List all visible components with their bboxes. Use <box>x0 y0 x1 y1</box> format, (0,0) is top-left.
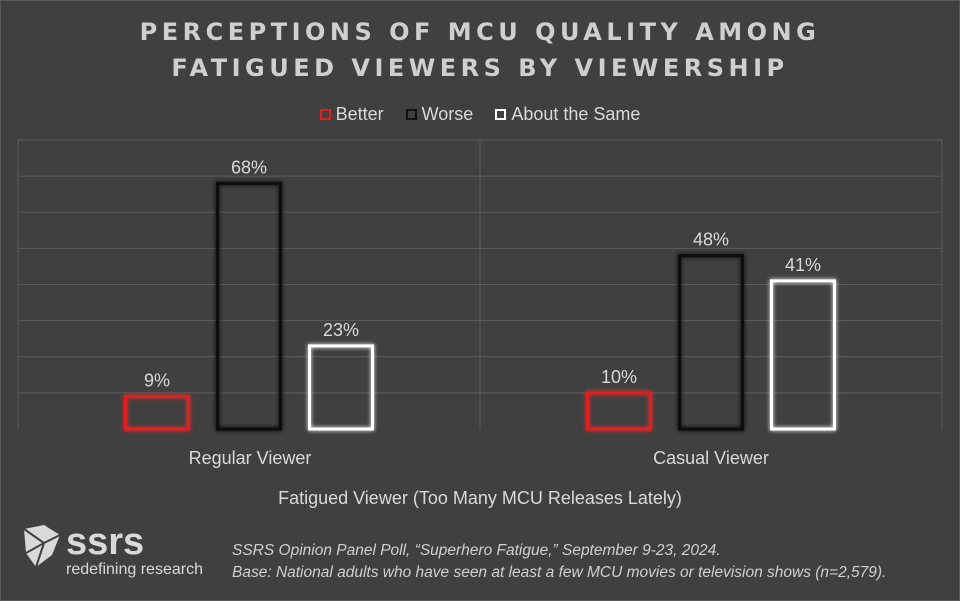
legend-swatch-better <box>319 109 331 120</box>
bar-worse-casual-viewer <box>678 254 744 431</box>
data-label-about-the-same-casual-viewer: 41% <box>785 255 821 275</box>
chart-title-line-1: PERCEPTIONS OF MCU QUALITY AMONG <box>139 18 821 46</box>
legend-label-about-the-same: About the Same <box>511 104 641 124</box>
data-label-better-regular-viewer: 9% <box>144 370 170 390</box>
bar-about-the-same-casual-viewer <box>770 279 836 431</box>
legend-item-about-the-same: About the Same <box>495 104 640 125</box>
legend-swatch-about-the-same <box>495 109 507 120</box>
logo-wordmark: ssrs <box>66 521 145 563</box>
bar-about-the-same-regular-viewer <box>308 344 374 431</box>
legend-label-better: Better <box>335 104 384 124</box>
data-label-about-the-same-regular-viewer: 23% <box>323 320 359 340</box>
logo-tagline: redefining research <box>66 561 203 578</box>
source-note: SSRS Opinion Panel Poll, “Superhero Fati… <box>232 540 886 584</box>
legend: Better Worse About the Same <box>0 104 960 125</box>
legend-item-better: Better <box>319 104 384 125</box>
source-line-2: Base: National adults who have seen at l… <box>232 564 887 581</box>
source-line-1: SSRS Opinion Panel Poll, “Superhero Fati… <box>232 542 721 559</box>
legend-item-worse: Worse <box>405 104 474 125</box>
data-label-worse-regular-viewer: 68% <box>231 157 267 177</box>
bar-better-casual-viewer <box>586 391 652 431</box>
x-axis-title: Fatigued Viewer (Too Many MCU Releases L… <box>278 488 682 508</box>
category-label-casual-viewer: Casual Viewer <box>653 448 769 468</box>
legend-swatch-worse <box>405 109 417 120</box>
data-label-better-casual-viewer: 10% <box>601 367 637 387</box>
legend-label-worse: Worse <box>421 104 474 124</box>
chart-title-line-2: FATIGUED VIEWERS BY VIEWERSHIP <box>171 54 789 82</box>
ssrs-logo: ssrs redefining research <box>22 521 212 585</box>
bar-better-regular-viewer <box>124 394 190 431</box>
category-label-regular-viewer: Regular Viewer <box>188 448 312 468</box>
data-label-worse-casual-viewer: 48% <box>693 230 729 250</box>
ssrs-logo-icon <box>23 525 61 568</box>
bar-worse-regular-viewer <box>216 181 282 431</box>
